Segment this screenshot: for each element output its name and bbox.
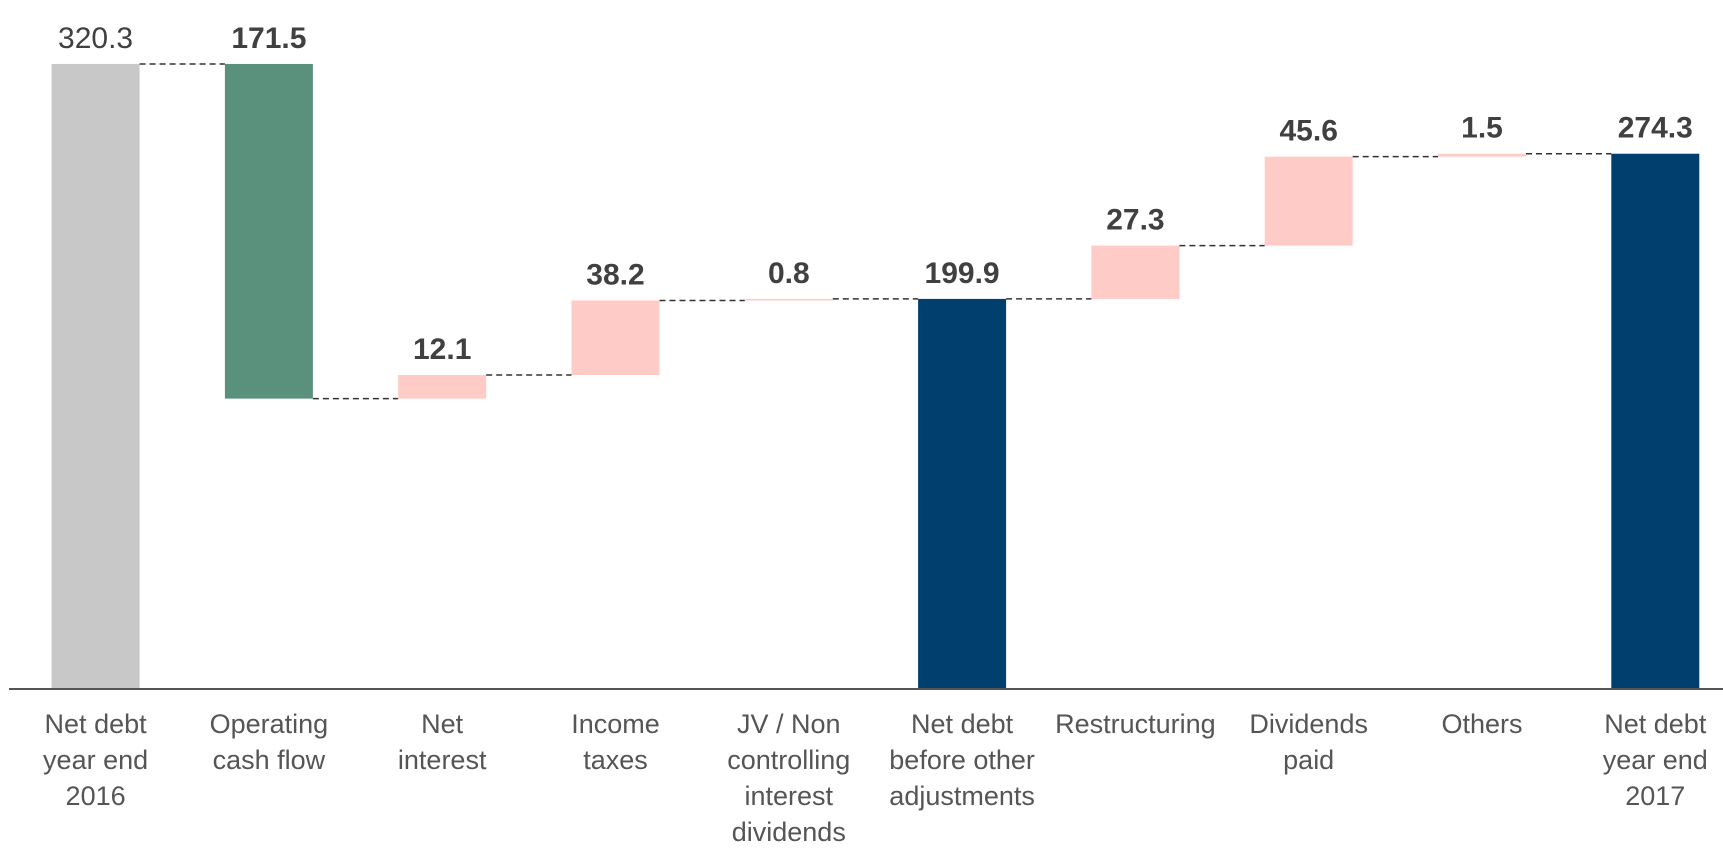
category-label: JV / Non controlling interest dividends: [727, 709, 851, 847]
value-label: 0.8: [768, 257, 810, 290]
category-label: Operating cash flow: [209, 709, 329, 775]
category-label: Restructuring: [1055, 709, 1216, 739]
value-label: 12.1: [413, 333, 471, 366]
bar: [571, 300, 660, 376]
bar: [1611, 153, 1700, 689]
category-label: Net interest: [397, 709, 487, 775]
value-label: 45.6: [1280, 115, 1338, 148]
bar: [1091, 245, 1180, 299]
bar: [744, 298, 833, 301]
value-label: 171.5: [231, 22, 306, 55]
bar: [1264, 156, 1353, 246]
category-label: Net debt year end 2016: [43, 709, 149, 811]
bar: [1438, 153, 1526, 157]
category-label: Net debt year end 2017: [1602, 709, 1708, 811]
value-label: 27.3: [1106, 204, 1164, 237]
category-label: Net debt before other adjustments: [889, 709, 1035, 811]
bar: [51, 63, 140, 690]
value-label: 320.3: [58, 22, 133, 55]
category-label: Others: [1441, 709, 1523, 739]
value-label: 274.3: [1618, 112, 1693, 145]
bar: [224, 63, 313, 399]
bar: [398, 375, 487, 399]
value-label: 38.2: [586, 258, 644, 291]
bar: [918, 298, 1007, 689]
value-label: 1.5: [1461, 112, 1503, 145]
category-label: Dividends paid: [1249, 709, 1368, 775]
category-label: Income taxes: [571, 709, 660, 775]
value-label: 199.9: [925, 257, 1000, 290]
